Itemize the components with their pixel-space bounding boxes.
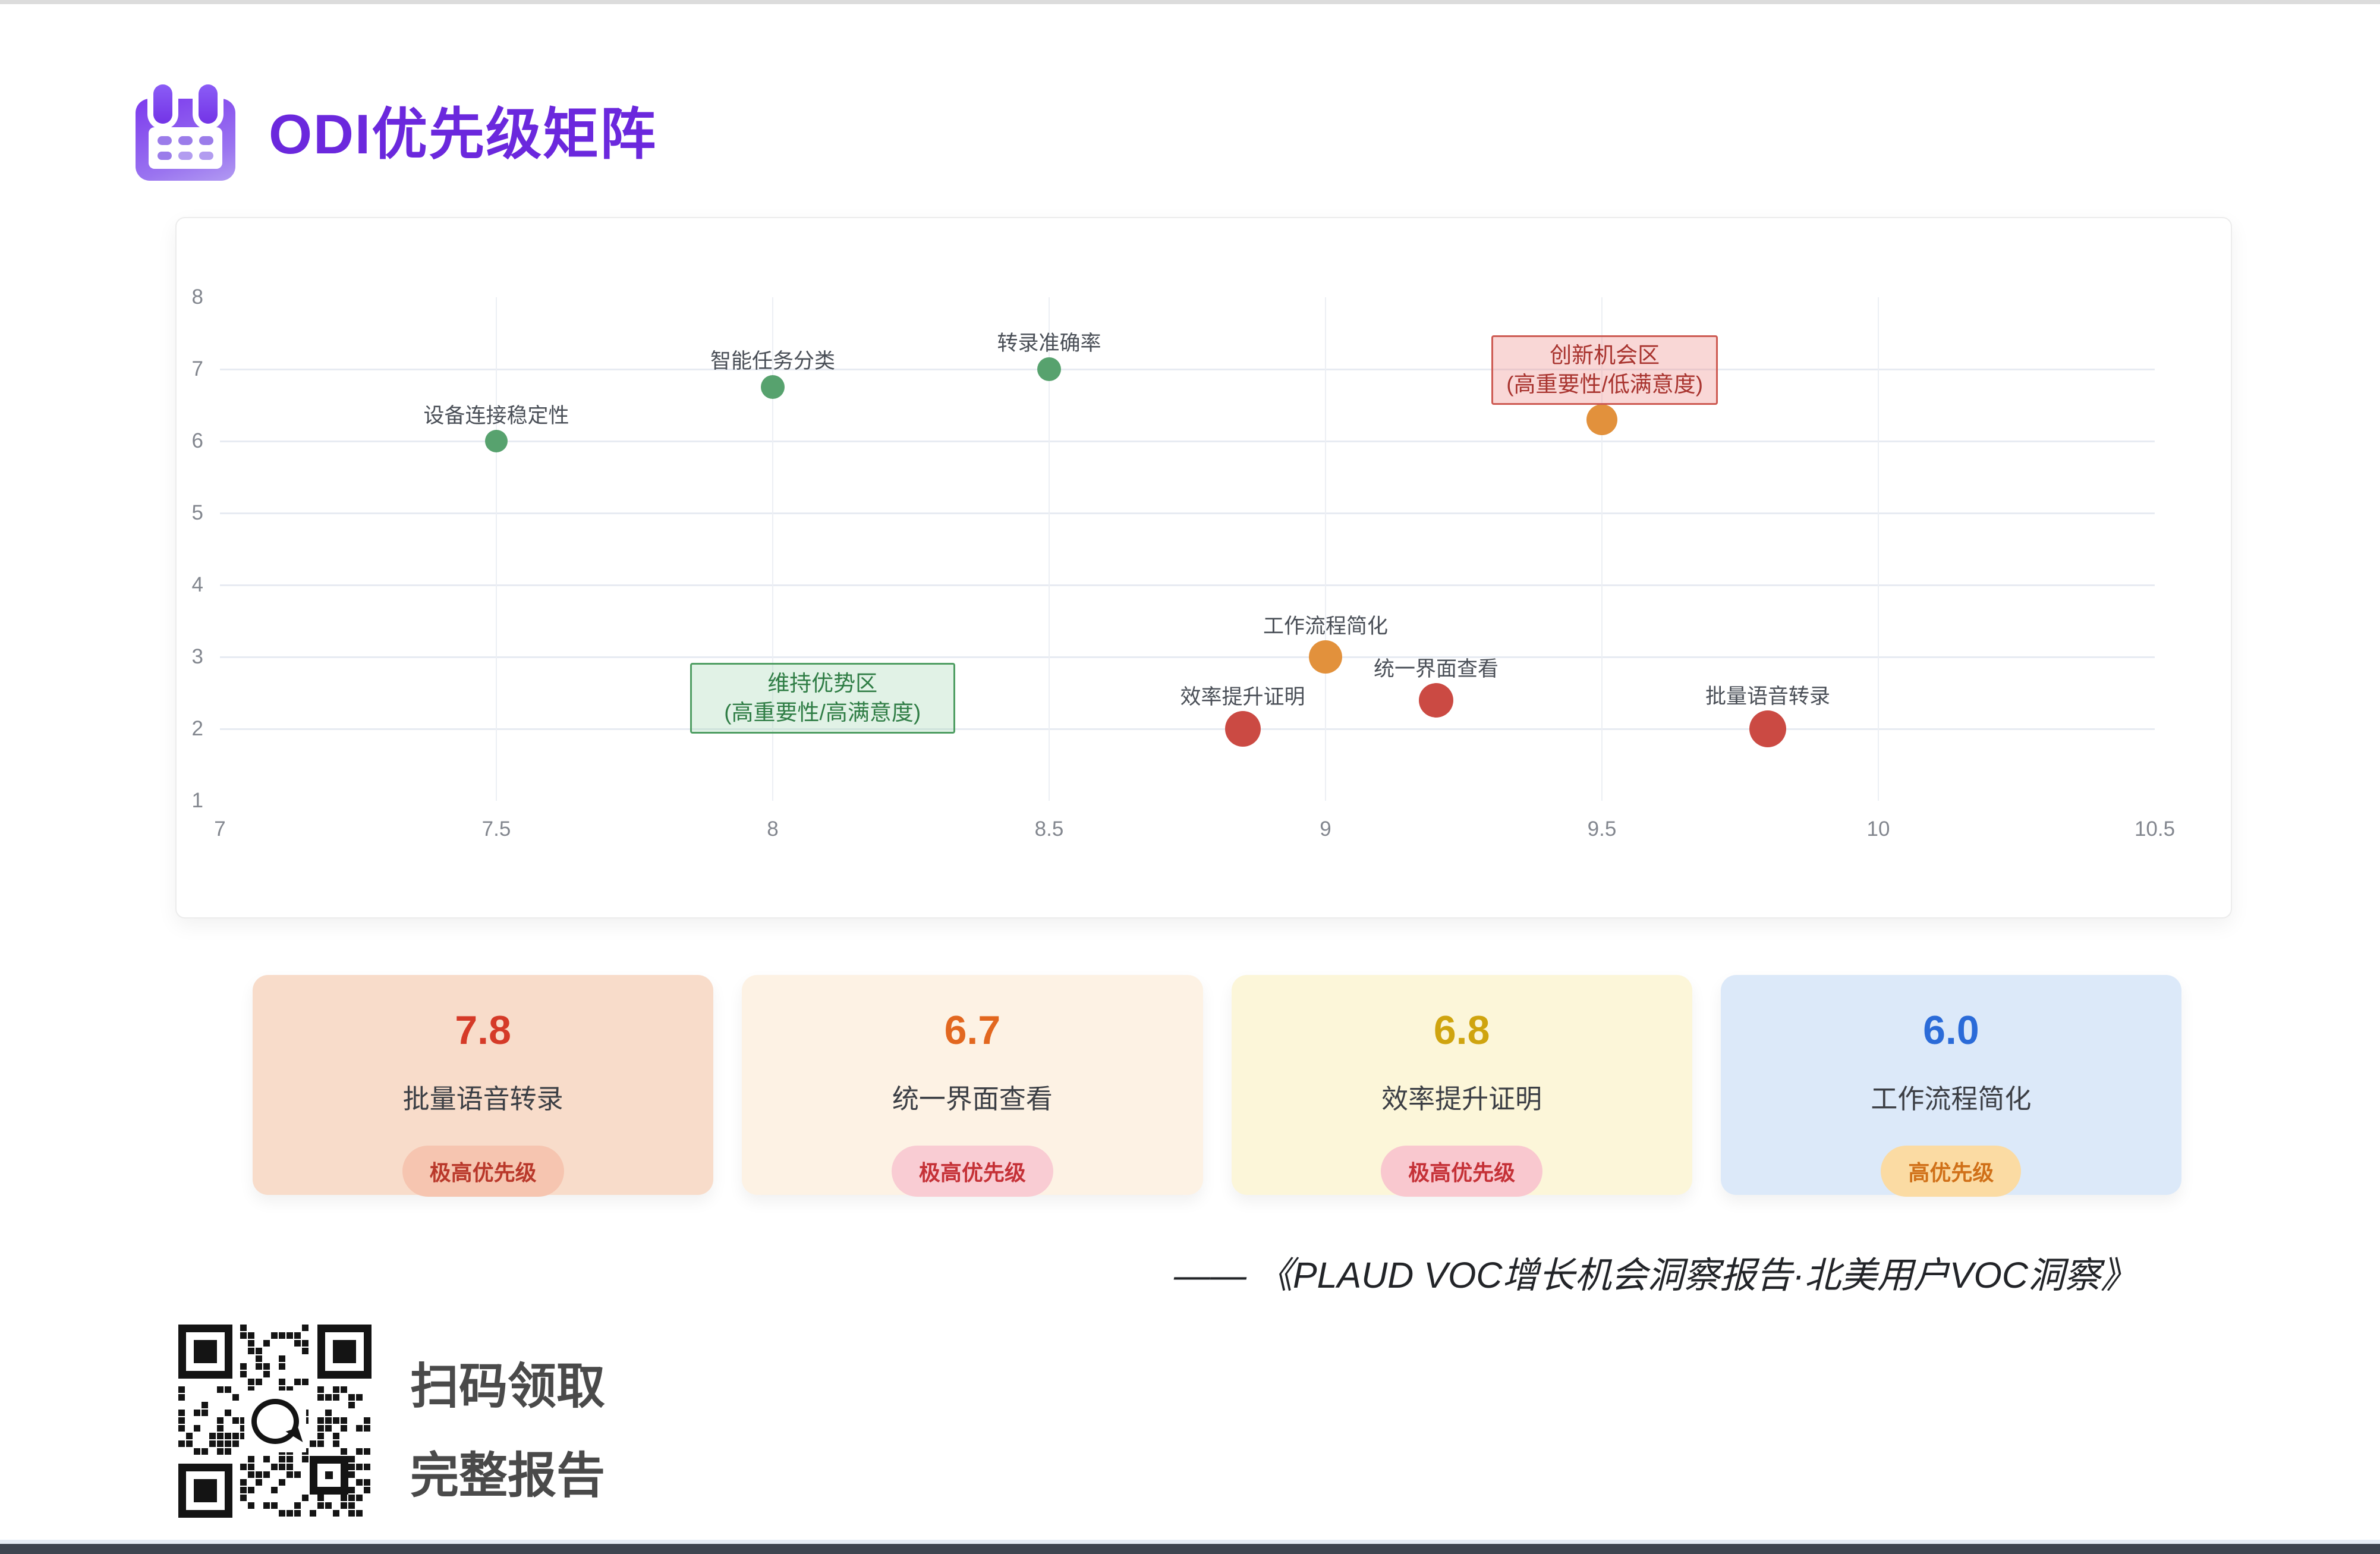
calendar-icon <box>136 84 235 181</box>
report-citation: —— 《PLAUD VOC增长机会洞察报告·北美用户VOC洞察》 <box>1174 1255 2137 1295</box>
h-gridline <box>220 656 2155 658</box>
qr-caption-line1: 扫码领取 <box>410 1360 606 1414</box>
scatter-point[interactable] <box>1749 710 1786 747</box>
h-gridline <box>220 512 2155 514</box>
priority-badge: 极高优先级 <box>891 1146 1053 1197</box>
v-gridline <box>772 297 773 801</box>
h-gridline <box>220 728 2155 730</box>
stat-card-label: 效率提升证明 <box>1381 1084 1542 1114</box>
stat-card-label: 批量语音转录 <box>402 1084 563 1114</box>
y-axis-tick-label: 8 <box>191 285 203 309</box>
stat-card-value: 6.7 <box>944 1008 1001 1053</box>
scatter-point[interactable] <box>1586 404 1617 435</box>
y-axis-tick-label: 1 <box>191 789 203 812</box>
scatter-point-label: 批量语音转录 <box>1705 685 1831 708</box>
calendar-grid <box>149 127 222 169</box>
scatter-point[interactable] <box>761 375 785 399</box>
scatter-point-label: 设备连接稳定性 <box>423 404 569 427</box>
scatter-point[interactable] <box>1224 711 1261 747</box>
qr-caption-line2: 完整报告 <box>410 1449 606 1503</box>
stat-card-value: 7.8 <box>455 1008 511 1053</box>
page-title: ODI优先级矩阵 <box>269 103 657 165</box>
y-axis-tick-label: 3 <box>191 645 203 668</box>
chat-bubble-icon <box>251 1398 299 1444</box>
stat-card-value: 6.8 <box>1433 1008 1490 1053</box>
scatter-point-label: 转录准确率 <box>997 332 1101 355</box>
qr-caption: 扫码领取 完整报告 <box>410 1342 605 1521</box>
stat-card: 6.7 统一界面查看极高优先级 <box>742 975 1203 1197</box>
scatter-plot: 1 2 3 4 5 6 7 8 7 7.5 8 8.5 9 9.5 10 10.5 维持优势区 (高重要性/高满意… <box>192 285 2176 841</box>
x-axis-tick-label: 8.5 <box>1034 817 1064 841</box>
scatter-point-label: 效率提升证明 <box>1180 685 1305 709</box>
x-axis-tick-label: 9.5 <box>1587 817 1617 841</box>
stat-card: 6.0 工作流程简化高优先级 <box>1720 975 2181 1197</box>
x-axis-tick-label: 7 <box>214 817 226 841</box>
x-axis-tick-label: 10.5 <box>2134 817 2176 841</box>
stat-card-label: 工作流程简化 <box>1871 1084 2032 1114</box>
top-divider <box>0 0 2380 4</box>
stat-card: 7.8 批量语音转录极高优先级 <box>253 975 714 1197</box>
h-gridline <box>220 369 2155 370</box>
stat-cards-row: 7.8 批量语音转录极高优先级 6.7 统一界面查看极高优先级 6.8 效率提升证明极高优… <box>253 975 2181 1197</box>
v-gridline <box>1325 297 1326 801</box>
zone-annotation-line: 维持优势区 <box>767 671 878 696</box>
y-axis-tick-label: 2 <box>191 717 203 740</box>
x-axis-tick-label: 9 <box>1320 817 1331 841</box>
scatter-point[interactable] <box>1309 640 1342 674</box>
h-gridline <box>220 584 2155 586</box>
zone-annotation: 创新机会区 (高重要性/低满意度) <box>1491 335 1718 405</box>
y-axis-tick-label: 5 <box>191 501 203 524</box>
priority-badge: 极高优先级 <box>1381 1146 1543 1197</box>
y-axis-tick-label: 4 <box>191 573 203 596</box>
bottom-bar <box>0 1544 2380 1554</box>
chart-card: 1 2 3 4 5 6 7 8 7 7.5 8 8.5 9 9.5 10 10.5 维持优势区 (高重要性/高满意… <box>175 217 2232 918</box>
zone-annotation-line: 创新机会区 <box>1550 342 1660 367</box>
v-gridline <box>496 297 497 801</box>
zone-annotation-line: (高重要性/低满意度) <box>1506 372 1704 397</box>
zone-annotation-line: (高重要性/高满意度) <box>724 700 921 725</box>
zone-annotation: 维持优势区 (高重要性/高满意度) <box>690 662 955 734</box>
stat-card: 6.8 效率提升证明极高优先级 <box>1231 975 1692 1197</box>
qr-center-logo <box>244 1390 306 1452</box>
calendar-ring-right <box>199 84 218 124</box>
priority-badge: 极高优先级 <box>402 1146 564 1197</box>
h-gridline <box>220 441 2155 442</box>
scatter-point[interactable] <box>1037 357 1061 381</box>
scatter-point-label: 工作流程简化 <box>1263 615 1389 638</box>
stat-card-label: 统一界面查看 <box>892 1084 1053 1114</box>
y-axis-tick-label: 6 <box>191 429 203 452</box>
stat-card-value: 6.0 <box>1923 1008 1979 1053</box>
priority-badge: 高优先级 <box>1881 1146 2022 1197</box>
x-axis-tick-label: 10 <box>1866 817 1890 841</box>
x-axis-tick-label: 7.5 <box>481 817 511 841</box>
x-axis-tick-label: 8 <box>767 817 779 841</box>
scatter-point[interactable] <box>485 430 508 452</box>
v-gridline <box>1601 297 1603 801</box>
bottom-accent-line <box>0 1540 2380 1544</box>
scatter-point[interactable] <box>1419 682 1453 718</box>
scatter-point-label: 统一界面查看 <box>1373 657 1499 681</box>
qr-code <box>178 1325 372 1518</box>
v-gridline <box>1049 297 1050 801</box>
scatter-point-label: 智能任务分类 <box>710 350 836 373</box>
calendar-ring-left <box>153 84 172 124</box>
y-axis-tick-label: 7 <box>191 357 203 380</box>
v-gridline <box>1878 297 1879 801</box>
